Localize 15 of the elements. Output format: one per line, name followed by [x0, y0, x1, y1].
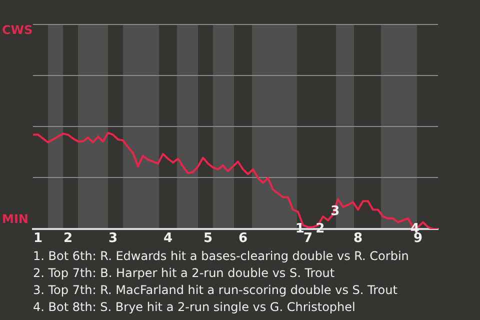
- x-tick-label: 5: [203, 231, 213, 246]
- text: MIN: [2, 212, 28, 227]
- text: CWS: [2, 23, 33, 38]
- x-tick-label: 2: [63, 231, 73, 246]
- x-tick-label: 8: [353, 231, 363, 246]
- x-tick-label: 6: [238, 231, 248, 246]
- x-tick-label: 1: [33, 231, 43, 246]
- text: 3. Top 7th: R. MacFarland hit a run-scoring double vs S. Trout: [33, 282, 398, 299]
- x-tick-label: 9: [413, 231, 423, 246]
- x-tick-label: 4: [163, 231, 173, 246]
- text: 1. Bot 6th: R. Edwards hit a bases-clearing double vs R. Corbin: [33, 248, 410, 265]
- text: 4. Bot 8th: S. Brye hit a 2-run single vs G. Christophel: [33, 299, 356, 316]
- text: 2. Top 7th: B. Harper hit a 2-run double vs S. Trout: [33, 265, 336, 282]
- x-tick-label: 7: [303, 231, 313, 246]
- x-tick-label: 3: [108, 231, 118, 246]
